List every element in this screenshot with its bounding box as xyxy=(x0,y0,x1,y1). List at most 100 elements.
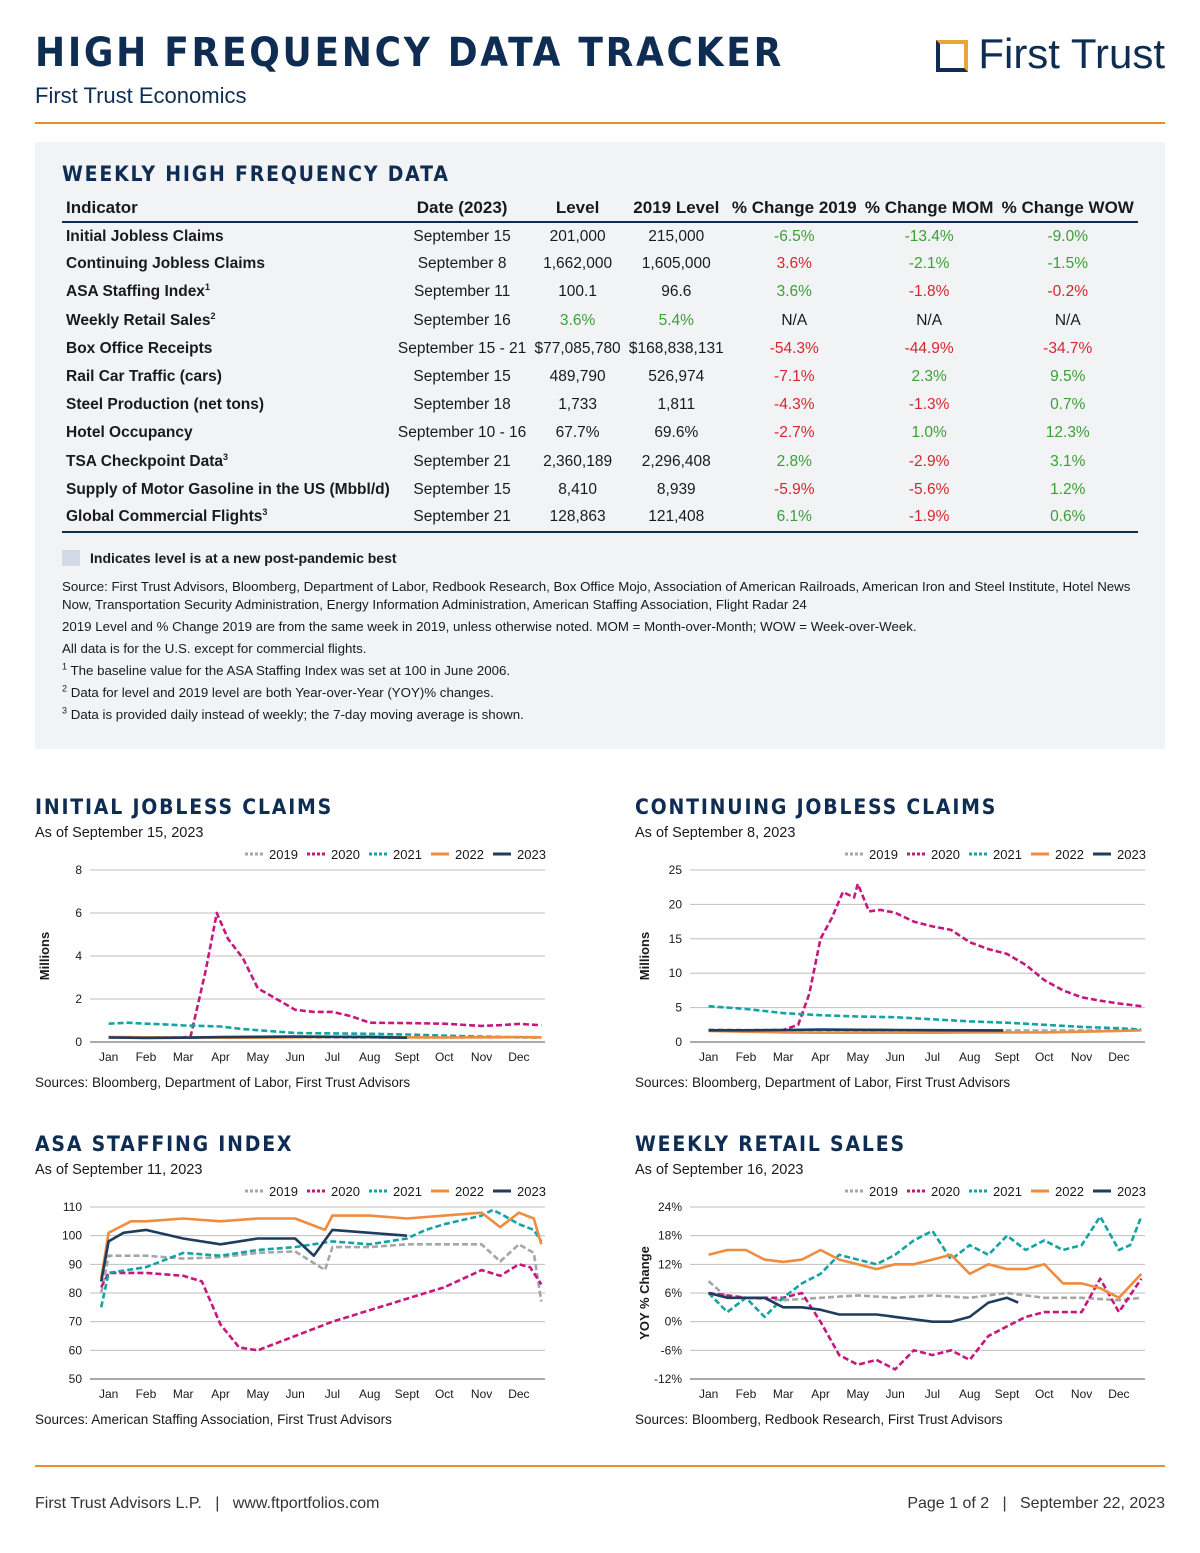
cell-level-2019: 8,939 xyxy=(656,480,696,498)
cell-date: September 15 - 21 xyxy=(397,339,527,357)
x-tick-label: Jan xyxy=(699,1050,718,1064)
x-tick-label: Dec xyxy=(1108,1050,1129,1064)
indicator-name: Initial Jobless Claims xyxy=(66,227,224,245)
legend-label: 2021 xyxy=(993,847,1022,862)
chart-legend: 2019 2020 2021 2022 2023 xyxy=(245,847,546,862)
x-tick-label: Apr xyxy=(211,1050,230,1064)
y-axis-label: Millions xyxy=(37,932,52,980)
x-tick-label: Oct xyxy=(1035,1387,1054,1401)
table-row: Weekly Retail Sales2 September 16 3.6% 5.4%… xyxy=(62,307,1138,335)
legend-label: 2021 xyxy=(993,1184,1022,1199)
cell-level-2019: 69.6% xyxy=(654,424,699,442)
x-tick-label: Sept xyxy=(395,1050,420,1064)
y-tick-label: 60 xyxy=(69,1343,83,1357)
x-tick-label: Jul xyxy=(925,1387,940,1401)
cell-change-wow: 12.3% xyxy=(1045,424,1090,442)
col-indicator: Indicator xyxy=(62,194,394,223)
indicator-name: Steel Production (net tons) xyxy=(66,396,265,414)
x-tick-label: Sept xyxy=(995,1387,1020,1401)
header-divider xyxy=(35,122,1165,124)
indicator-name: TSA Checkpoint Data xyxy=(66,452,224,470)
footnote-3: 3 Data is provided daily instead of week… xyxy=(62,705,524,722)
chart-plot: 2019 2020 2021 2022 2023 0 2 4 6 8 Millions Jan Feb M… xyxy=(37,847,546,1064)
x-tick-label: Jan xyxy=(99,1050,118,1064)
y-tick-label: -6% xyxy=(661,1343,683,1357)
legend-label: 2019 xyxy=(269,847,298,862)
table-row: Supply of Motor Gasoline in the US (Mbbl… xyxy=(62,476,1138,504)
col-level: Level xyxy=(530,194,625,223)
chart-asof: As of September 8, 2023 xyxy=(635,825,796,841)
cell-level: 1,733 xyxy=(558,396,597,414)
cell-level-2019: $168,838,131 xyxy=(628,339,724,357)
cell-change-wow: 9.5% xyxy=(1050,368,1086,386)
chart-legend: 2019 2020 2021 2022 2023 xyxy=(845,1184,1146,1199)
chart-title: INITIAL JOBLESS CLAIMS xyxy=(35,795,334,819)
footer-url[interactable]: www.ftportfolios.com xyxy=(232,1495,380,1512)
table-body: Initial Jobless Claims September 15 201,00… xyxy=(62,222,1138,534)
footnote-2: 2 Data for level and 2019 level are both… xyxy=(62,683,494,700)
x-tick-label: Sept xyxy=(395,1387,420,1401)
note-2019: 2019 Level and % Change 2019 are from th… xyxy=(62,619,917,634)
y-tick-label: 10 xyxy=(669,966,683,980)
legend-label: 2021 xyxy=(393,847,422,862)
table-notes: Source: First Trust Advisors, Bloomberg,… xyxy=(62,578,1142,728)
indicator-name: Hotel Occupancy xyxy=(66,424,193,442)
best-legend: Indicates level is at a new post-pandemi… xyxy=(62,550,397,566)
cell-change-2019: -7.1% xyxy=(774,368,815,386)
series-line-2023 xyxy=(99,1228,408,1282)
footer-left: First Trust Advisors L.P. | www.ftportfo… xyxy=(35,1495,379,1513)
cell-change-mom: 2.3% xyxy=(911,368,947,386)
y-tick-label: 80 xyxy=(69,1286,83,1300)
best-swatch xyxy=(62,550,80,566)
legend-label: 2023 xyxy=(1117,1184,1146,1199)
series-line-2022 xyxy=(708,1029,1142,1034)
x-tick-label: Jul xyxy=(325,1387,340,1401)
cell-date: September 10 - 16 xyxy=(397,424,527,442)
x-tick-label: May xyxy=(246,1050,269,1064)
table-row: ASA Staffing Index1 September 11 100.1 96.6… xyxy=(62,278,1138,306)
table-row: TSA Checkpoint Data3 September 21 2,360,18… xyxy=(62,448,1138,476)
indicator-name: Box Office Receipts xyxy=(66,339,213,357)
cell-change-mom: -1.3% xyxy=(908,396,950,414)
weekly-data-panel: WEEKLY HIGH FREQUENCY DATA Indicator Dat… xyxy=(35,142,1165,749)
cell-date: September 15 xyxy=(413,368,511,386)
cell-level: 2,360,189 xyxy=(543,452,613,470)
cell-level-2019: 1,811 xyxy=(657,396,696,414)
x-tick-label: Jul xyxy=(925,1050,940,1064)
footer-date: September 22, 2023 xyxy=(1020,1495,1165,1512)
y-tick-label: 15 xyxy=(669,932,683,946)
x-tick-label: Jan xyxy=(99,1387,118,1401)
x-tick-label: Jun xyxy=(285,1387,304,1401)
cell-change-mom: -2.1% xyxy=(908,255,950,273)
y-tick-label: 90 xyxy=(69,1257,83,1271)
cell-indicator: TSA Checkpoint Data3 xyxy=(62,448,394,476)
x-tick-label: Jun xyxy=(285,1050,304,1064)
legend-label: 2022 xyxy=(455,847,484,862)
cell-level-2019: 96.6 xyxy=(661,283,692,301)
indicator-footnote: 1 xyxy=(204,282,210,293)
chart-plot: 2019 2020 2021 2022 2023 -12% -6% 0% 6% 12% 18% 24%… xyxy=(637,1184,1146,1401)
logo-mark-icon xyxy=(936,40,969,72)
y-tick-label: 100 xyxy=(62,1229,82,1243)
x-tick-label: Dec xyxy=(508,1050,529,1064)
cell-level: 3.6% xyxy=(559,311,596,329)
cell-change-mom: -13.4% xyxy=(904,227,954,245)
y-tick-label: 0 xyxy=(675,1035,682,1049)
x-tick-label: Mar xyxy=(773,1050,794,1064)
cell-change-mom: N/A xyxy=(916,311,943,329)
cell-indicator: Rail Car Traffic (cars) xyxy=(62,363,394,391)
y-tick-label: 2 xyxy=(75,992,82,1006)
cell-change-mom: -2.9% xyxy=(908,452,950,470)
legend-label: 2022 xyxy=(455,1184,484,1199)
x-tick-label: Jul xyxy=(325,1050,340,1064)
series-line-2020 xyxy=(708,1277,1143,1371)
y-tick-label: 8 xyxy=(75,863,82,877)
series-line-2020 xyxy=(708,882,1142,1032)
legend-label: 2020 xyxy=(931,847,960,862)
chart-title: WEEKLY RETAIL SALES xyxy=(635,1132,906,1156)
footer-company: First Trust Advisors L.P. xyxy=(35,1495,202,1512)
series-line-2021 xyxy=(707,1215,1143,1319)
cell-date: September 15 xyxy=(413,227,511,245)
cell-change-mom: -1.9% xyxy=(860,503,998,534)
x-tick-label: Aug xyxy=(959,1050,980,1064)
